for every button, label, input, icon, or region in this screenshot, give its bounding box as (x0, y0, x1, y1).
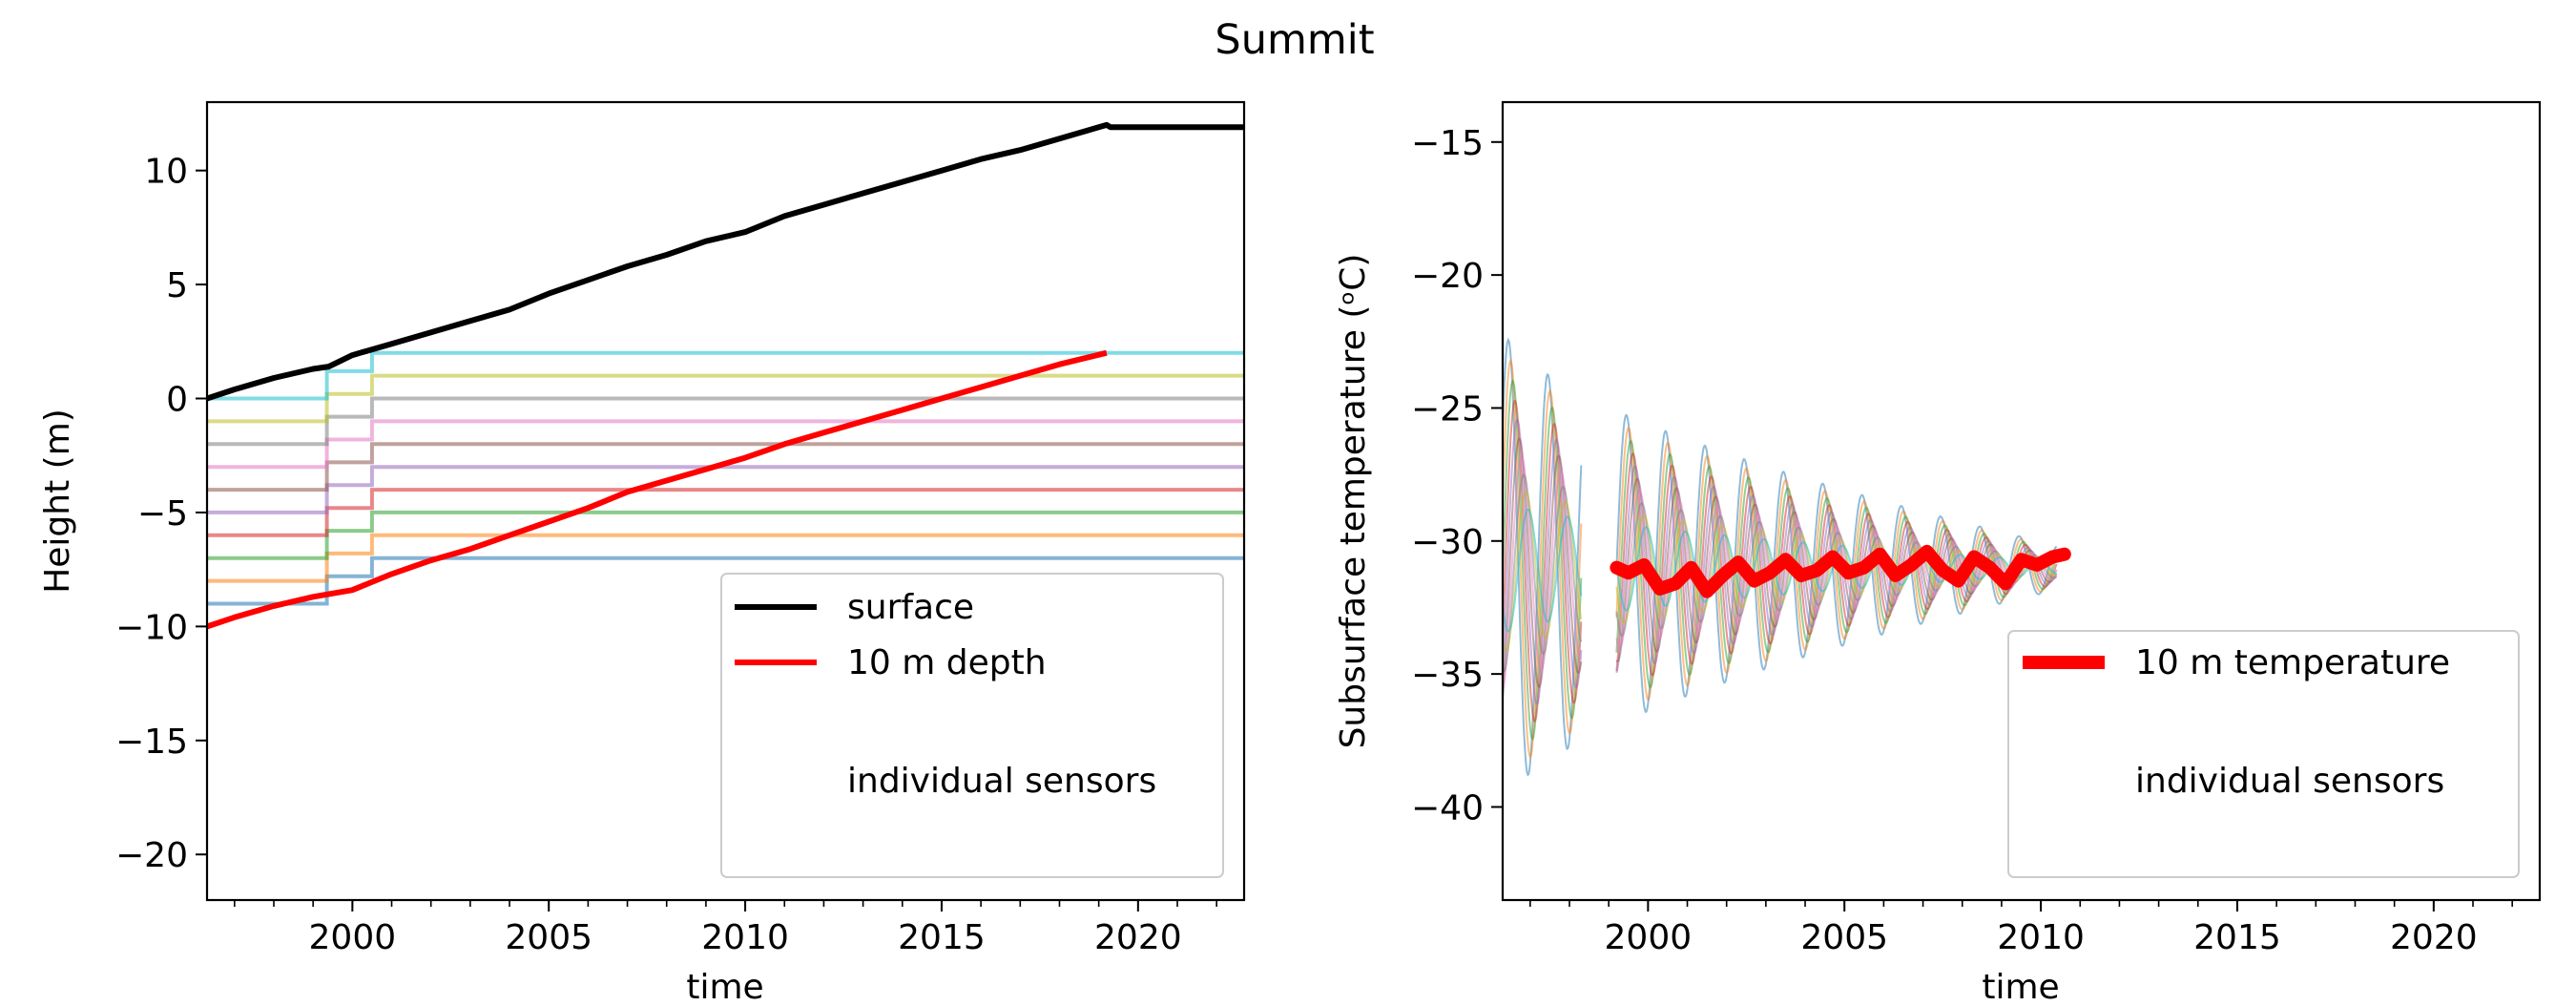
height-sensor-line (207, 396, 1244, 447)
temperature-sensor-line (1615, 426, 2058, 702)
height-sensor-line (207, 442, 1244, 493)
temperature-sensor-line (1615, 502, 2058, 638)
legend-label-surface: surface (847, 588, 974, 627)
height-y-axis-label: Height (m) (38, 409, 77, 594)
temperature-x-tick-label: 2015 (2193, 918, 2281, 957)
height-panel: 2000 2005 2010 2015 2020 −20 −15 −10 −5 0 5 10 tim… (38, 100, 1246, 1006)
height-y-tick-label: 0 (166, 381, 188, 420)
height-y-axis: −20 −15 −10 −5 0 5 10 (115, 153, 207, 875)
height-sensor-line (207, 555, 1244, 606)
temperature-x-tick-label: 2000 (1605, 918, 1693, 957)
depth-10m-line (207, 349, 1108, 630)
height-sensor-line (207, 488, 1244, 537)
temperature-sensor-line (1503, 491, 1583, 652)
height-x-tick-label: 2000 (309, 918, 397, 957)
legend-label-10m-depth: 10 m depth (847, 643, 1047, 682)
legend-label-individual-sensors: individual sensors (847, 762, 1156, 801)
height-sensor-lines (207, 350, 1244, 606)
temperature-x-axis-label: time (1982, 968, 2059, 1002)
height-x-tick-label: 2015 (898, 918, 986, 957)
height-sensor-line (207, 465, 1244, 514)
temperature-legend: 10 m temperature individual sensors (2007, 630, 2520, 878)
temperature-legend-box (2007, 630, 2520, 878)
temperature-y-axis: −40 −35 −30 −25 −20 −15 (1411, 124, 1503, 828)
height-sensor-line (207, 510, 1244, 560)
height-y-tick-label: −15 (115, 723, 188, 762)
temperature-series-lines (1610, 544, 2071, 598)
temperature-sensor-line (1503, 436, 1583, 699)
height-x-axis: 2000 2005 2010 2015 2020 (234, 900, 1217, 957)
figure-title: Summit (1215, 16, 1374, 64)
height-legend-box (720, 573, 1224, 878)
temperature-panel: 2000 2005 2010 2015 2020 −40−35−30−25−20−15 … (1334, 100, 2542, 1006)
height-y-tick-label: −5 (137, 494, 188, 534)
height-y-tick-label: 5 (166, 266, 188, 305)
temperature-sensor-line (1503, 418, 1583, 705)
temperature-y-tick-label: −20 (1411, 257, 1484, 296)
temperature-y-axis-label: Subsurface temperature (ᵒC) (1334, 254, 1373, 749)
temperature-sensor-line (1503, 455, 1582, 694)
height-sensor-line (207, 350, 1244, 401)
temperature-x-axis: 2000 2005 2010 2015 2020 (1529, 900, 2513, 957)
temperature-y-tick-label: −30 (1411, 523, 1484, 562)
legend-label-individual-sensors-temp: individual sensors (2135, 762, 2444, 801)
height-x-axis-label: time (686, 968, 763, 1002)
height-x-tick-label: 2020 (1094, 918, 1182, 957)
temperature-x-tick-label: 2010 (1997, 918, 2085, 957)
height-sensor-line (207, 373, 1244, 424)
height-x-tick-label: 2010 (701, 918, 789, 957)
height-x-tick-label: 2005 (505, 918, 592, 957)
surface-line (207, 121, 1244, 402)
height-sensor-line (207, 419, 1244, 470)
temperature-y-tick-label: −40 (1411, 788, 1484, 828)
legend-label-10m-temperature: 10 m temperature (2135, 643, 2450, 682)
temperature-10m-line (1610, 544, 2071, 598)
height-series-lines (207, 121, 1244, 630)
temperature-x-tick-label: 2005 (1800, 918, 1888, 957)
temperature-y-tick-label: −35 (1411, 656, 1484, 695)
temperature-plot-frame (1501, 100, 2542, 902)
height-y-tick-label: −20 (115, 836, 188, 875)
temperature-sensor-line (1615, 465, 2058, 674)
height-legend: surface 10 m depth individual sensors (720, 573, 1224, 878)
height-y-tick-label: 10 (144, 153, 188, 192)
height-plot-frame (205, 100, 1246, 902)
temperature-y-tick-label: −25 (1411, 389, 1484, 429)
temperature-sensor-line (1503, 508, 1583, 633)
temperature-y-tick-label: −15 (1411, 124, 1484, 163)
temperature-x-tick-label: 2020 (2390, 918, 2478, 957)
height-y-tick-label: −10 (115, 608, 188, 647)
temperature-sensor-line (1503, 337, 1583, 777)
